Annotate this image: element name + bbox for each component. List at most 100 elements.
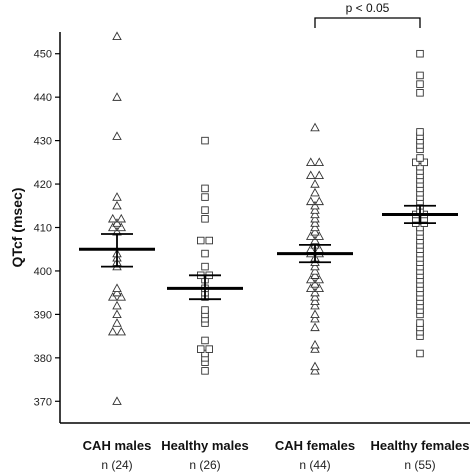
data-point (416, 223, 424, 232)
data-point (310, 339, 320, 349)
data-point (310, 322, 320, 332)
data-point (201, 215, 209, 223)
data-point (416, 349, 424, 358)
data-point (416, 162, 424, 171)
data-point (116, 213, 127, 223)
data-point (305, 274, 316, 284)
category-labels: CAH males n (24) Healthy males n (26) CAH fe… (83, 438, 470, 472)
data-point (314, 157, 325, 166)
data-point (196, 236, 205, 245)
y-tick-label: 400 (34, 266, 52, 278)
y-tick-label: 370 (34, 396, 52, 408)
data-point (310, 361, 320, 371)
y-tick-label: 390 (34, 309, 52, 321)
data-point (420, 158, 429, 167)
sample-size-label: n (26) (189, 458, 220, 472)
data-point (310, 296, 320, 306)
data-point (310, 270, 320, 279)
data-point (310, 218, 320, 227)
data-point (112, 309, 122, 319)
data-point (314, 274, 325, 284)
y-tick-label: 410 (34, 223, 52, 235)
data-point (310, 187, 320, 197)
data-point (314, 231, 325, 240)
data-point (314, 170, 325, 180)
y-axis-label: QTcf (msec) (9, 188, 25, 268)
data-point (201, 367, 209, 375)
data-point (112, 396, 122, 405)
data-point (310, 205, 320, 214)
data-point (201, 336, 209, 345)
y-tick-label: 420 (34, 179, 52, 191)
data-point (416, 71, 424, 80)
data-point (314, 283, 325, 292)
data-point (112, 283, 122, 292)
mean-sem-bars (79, 204, 458, 301)
data-point (305, 283, 316, 292)
data-point (196, 345, 205, 353)
data-point (310, 300, 320, 310)
data-point (116, 292, 127, 301)
data-point (112, 192, 122, 201)
data-point (416, 319, 424, 327)
category-label: Healthy females (371, 438, 470, 453)
data-point (310, 365, 320, 375)
data-point (310, 279, 320, 288)
data-point (107, 292, 118, 301)
y-tick-label: 450 (34, 49, 52, 61)
data-point (305, 196, 316, 206)
data-point (112, 200, 122, 210)
data-point (107, 213, 118, 223)
category-label: CAH females (275, 438, 355, 453)
data-point (112, 31, 122, 40)
data-point (416, 128, 424, 136)
data-point (310, 179, 320, 188)
data-point (305, 231, 316, 240)
data-point (112, 218, 122, 227)
sample-size-label: n (24) (101, 458, 132, 472)
data-point (201, 184, 209, 193)
significance-bracket (314, 17, 421, 28)
data-point (310, 313, 320, 323)
data-point (310, 309, 320, 319)
data-point (310, 222, 320, 232)
data-point (116, 326, 127, 336)
data-point (201, 262, 209, 271)
data-point (205, 236, 213, 245)
data-point (201, 349, 209, 358)
data-point (416, 80, 424, 88)
data-point (305, 157, 316, 166)
data-point (201, 249, 209, 258)
data-point (205, 345, 213, 353)
data-point (314, 196, 325, 206)
data-point (201, 136, 209, 145)
category-label: Healthy males (161, 438, 248, 453)
data-point (116, 222, 127, 232)
y-tick-label: 430 (34, 136, 52, 148)
data-point (310, 122, 320, 132)
data-point (112, 131, 122, 140)
data-point (310, 344, 320, 353)
data-point (201, 193, 209, 201)
data-point (310, 235, 320, 245)
significance-label: p < 0.05 (346, 1, 390, 15)
significance-annotation: p < 0.05 (314, 1, 421, 28)
data-point (201, 306, 209, 314)
data-points (107, 31, 429, 405)
data-point (112, 318, 122, 327)
data-point (310, 209, 320, 219)
data-point (201, 206, 209, 214)
y-tick-label: 440 (34, 92, 52, 104)
data-point (107, 222, 118, 232)
sample-size-label: n (44) (299, 458, 330, 472)
data-point (310, 287, 320, 297)
data-point (310, 292, 320, 301)
data-point (416, 154, 424, 162)
y-tick-label: 380 (34, 353, 52, 365)
data-point (412, 158, 420, 167)
data-point (310, 266, 320, 275)
data-point (310, 200, 320, 210)
data-point (416, 49, 424, 58)
data-point (112, 300, 122, 310)
